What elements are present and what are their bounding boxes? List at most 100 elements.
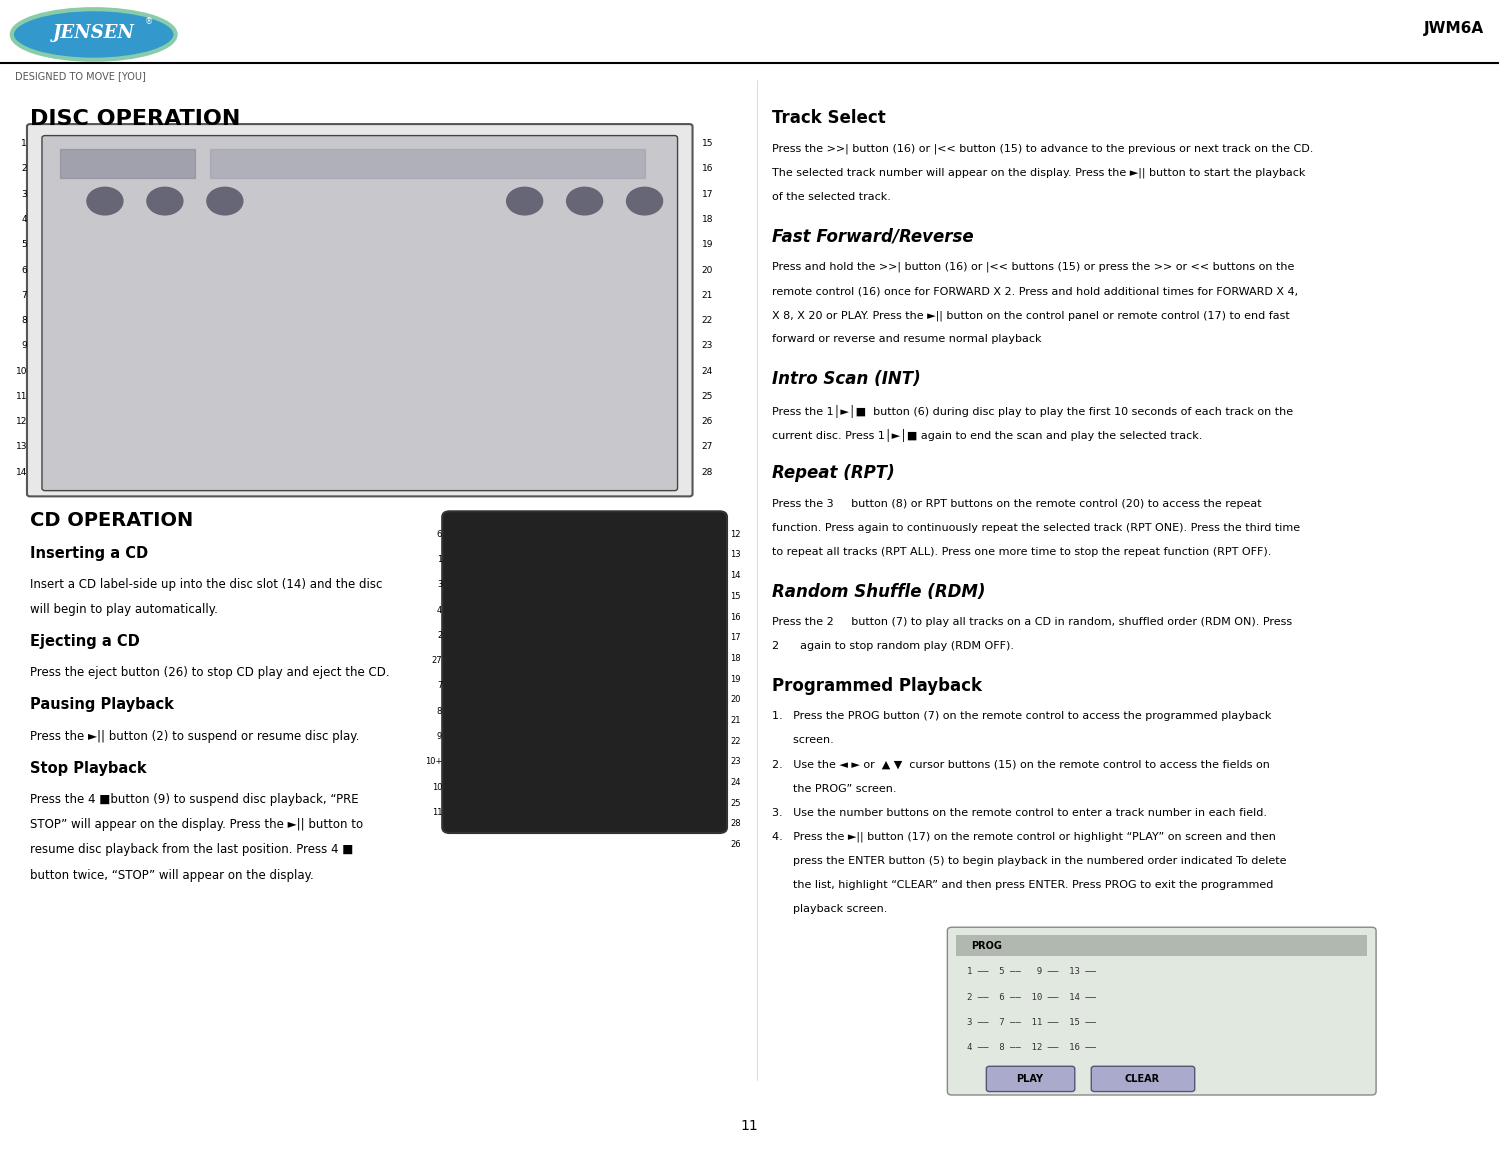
Text: 28: 28 — [730, 819, 741, 828]
Text: 3.   Use the number buttons on the remote control to enter a track number in eac: 3. Use the number buttons on the remote … — [772, 808, 1267, 818]
Text: to repeat all tracks (RPT ALL). Press one more time to stop the repeat function : to repeat all tracks (RPT ALL). Press on… — [772, 547, 1271, 557]
Text: forward or reverse and resume normal playback: forward or reverse and resume normal pla… — [772, 334, 1042, 345]
Text: 6: 6 — [21, 265, 27, 275]
Text: will begin to play automatically.: will begin to play automatically. — [30, 603, 217, 616]
Text: Press and hold the >>| button (16) or |<< buttons (15) or press the >> or << but: Press and hold the >>| button (16) or |<… — [772, 262, 1294, 272]
Text: Random Shuffle (RDM): Random Shuffle (RDM) — [772, 583, 985, 601]
Text: JENSEN: JENSEN — [52, 24, 135, 43]
FancyBboxPatch shape — [1091, 1066, 1195, 1092]
Text: 4.   Press the ►|| button (17) on the remote control or highlight “PLAY” on scre: 4. Press the ►|| button (17) on the remo… — [772, 832, 1276, 842]
Text: Pausing Playback: Pausing Playback — [30, 697, 174, 712]
Text: DESIGNED TO MOVE [YOU]: DESIGNED TO MOVE [YOU] — [15, 71, 145, 82]
Text: 14: 14 — [730, 571, 741, 580]
Text: 10+: 10+ — [424, 757, 442, 766]
Text: 12: 12 — [730, 530, 741, 539]
Text: 17: 17 — [730, 633, 741, 642]
FancyBboxPatch shape — [986, 1066, 1075, 1092]
Text: 13: 13 — [15, 442, 27, 452]
Text: 8: 8 — [436, 707, 442, 716]
Text: 4: 4 — [436, 606, 442, 615]
Text: 13: 13 — [730, 550, 741, 560]
Text: 20: 20 — [730, 695, 741, 704]
Text: 23: 23 — [702, 341, 714, 350]
Text: Press the >>| button (16) or |<< button (15) to advance to the previous or next : Press the >>| button (16) or |<< button … — [772, 144, 1313, 154]
Text: 27: 27 — [702, 442, 714, 452]
Text: Programmed Playback: Programmed Playback — [772, 677, 982, 695]
Text: 15: 15 — [702, 139, 714, 148]
Text: 25: 25 — [730, 799, 741, 808]
Text: press the ENTER button (5) to begin playback in the numbered order indicated To : press the ENTER button (5) to begin play… — [772, 856, 1286, 866]
FancyBboxPatch shape — [956, 935, 1367, 956]
Text: X 8, X 20 or PLAY. Press the ►|| button on the control panel or remote control (: X 8, X 20 or PLAY. Press the ►|| button … — [772, 310, 1289, 321]
FancyBboxPatch shape — [27, 124, 693, 496]
Text: resume disc playback from the last position. Press 4 ■: resume disc playback from the last posit… — [30, 843, 354, 856]
Text: 4 ——  8 ——  12 ——  16 ——: 4 —— 8 —— 12 —— 16 —— — [967, 1043, 1096, 1052]
Text: 1: 1 — [436, 555, 442, 564]
Circle shape — [207, 187, 243, 215]
Text: 24: 24 — [702, 367, 714, 376]
Text: 7: 7 — [21, 291, 27, 300]
Text: Repeat (RPT): Repeat (RPT) — [772, 464, 895, 483]
Text: 22: 22 — [702, 316, 714, 325]
FancyBboxPatch shape — [42, 136, 678, 491]
Text: 1 ——  5 ——   9 ——  13 ——: 1 —— 5 —— 9 —— 13 —— — [967, 967, 1096, 977]
Text: 18: 18 — [702, 215, 714, 224]
Text: Press the 4 ■button (9) to suspend disc playback, “PRE: Press the 4 ■button (9) to suspend disc … — [30, 793, 358, 805]
Text: 2: 2 — [436, 631, 442, 640]
Text: Press the ►|| button (2) to suspend or resume disc play.: Press the ►|| button (2) to suspend or r… — [30, 730, 360, 742]
Circle shape — [567, 187, 603, 215]
Text: button twice, “STOP” will appear on the display.: button twice, “STOP” will appear on the … — [30, 869, 313, 881]
Text: Track Select: Track Select — [772, 109, 886, 128]
Text: 8: 8 — [21, 316, 27, 325]
Text: screen.: screen. — [772, 735, 833, 746]
Text: Inserting a CD: Inserting a CD — [30, 546, 148, 561]
Text: 14: 14 — [15, 468, 27, 477]
Text: 21: 21 — [730, 716, 741, 725]
Text: Intro Scan (INT): Intro Scan (INT) — [772, 370, 920, 388]
Text: 5: 5 — [21, 240, 27, 249]
Text: 26: 26 — [702, 417, 714, 426]
Circle shape — [147, 187, 183, 215]
Text: 2      again to stop random play (RDM OFF).: 2 again to stop random play (RDM OFF). — [772, 641, 1013, 651]
Ellipse shape — [12, 9, 175, 60]
Text: 23: 23 — [730, 757, 741, 766]
Text: 16: 16 — [730, 612, 741, 622]
Text: 17: 17 — [702, 190, 714, 199]
Text: remote control (16) once for FORWARD X 2. Press and hold additional times for FO: remote control (16) once for FORWARD X 2… — [772, 286, 1298, 296]
Text: 3: 3 — [436, 580, 442, 589]
Text: 26: 26 — [730, 840, 741, 849]
Text: 3 ——  7 ——  11 ——  15 ——: 3 —— 7 —— 11 —— 15 —— — [967, 1018, 1096, 1027]
Text: 21: 21 — [702, 291, 714, 300]
Text: Press the 2     button (7) to play all tracks on a CD in random, shuffled order : Press the 2 button (7) to play all track… — [772, 617, 1292, 627]
FancyBboxPatch shape — [442, 511, 727, 833]
Circle shape — [627, 187, 663, 215]
Text: 20: 20 — [702, 265, 714, 275]
Text: function. Press again to continuously repeat the selected track (RPT ONE). Press: function. Press again to continuously re… — [772, 523, 1300, 533]
Text: current disc. Press 1│►│■ again to end the scan and play the selected track.: current disc. Press 1│►│■ again to end t… — [772, 429, 1202, 441]
Text: JWM6A: JWM6A — [1424, 21, 1484, 37]
Text: Press the eject button (26) to stop CD play and eject the CD.: Press the eject button (26) to stop CD p… — [30, 666, 390, 679]
Text: PLAY: PLAY — [1016, 1074, 1043, 1084]
Text: 1.   Press the PROG button (7) on the remote control to access the programmed pl: 1. Press the PROG button (7) on the remo… — [772, 711, 1271, 722]
Text: 1: 1 — [21, 139, 27, 148]
Text: 11: 11 — [15, 392, 27, 401]
Text: The selected track number will appear on the display. Press the ►|| button to st: The selected track number will appear on… — [772, 168, 1306, 178]
Text: 10: 10 — [432, 782, 442, 792]
Text: 6: 6 — [436, 530, 442, 539]
Text: 2 ——  6 ——  10 ——  14 ——: 2 —— 6 —— 10 —— 14 —— — [967, 993, 1096, 1002]
Text: 9: 9 — [436, 732, 442, 741]
Text: 15: 15 — [730, 592, 741, 601]
Text: DISC OPERATION: DISC OPERATION — [30, 109, 240, 129]
Text: CD OPERATION: CD OPERATION — [30, 511, 193, 531]
Text: Stop Playback: Stop Playback — [30, 761, 147, 776]
Text: Insert a CD label-side up into the disc slot (14) and the disc: Insert a CD label-side up into the disc … — [30, 578, 382, 591]
Text: the PROG” screen.: the PROG” screen. — [772, 784, 896, 794]
Text: 19: 19 — [730, 674, 741, 684]
Text: 12: 12 — [15, 417, 27, 426]
Text: 11: 11 — [741, 1119, 758, 1133]
Text: 9: 9 — [21, 341, 27, 350]
Circle shape — [87, 187, 123, 215]
Text: 25: 25 — [702, 392, 714, 401]
Text: PROG: PROG — [971, 941, 1003, 950]
Text: 2: 2 — [21, 164, 27, 173]
